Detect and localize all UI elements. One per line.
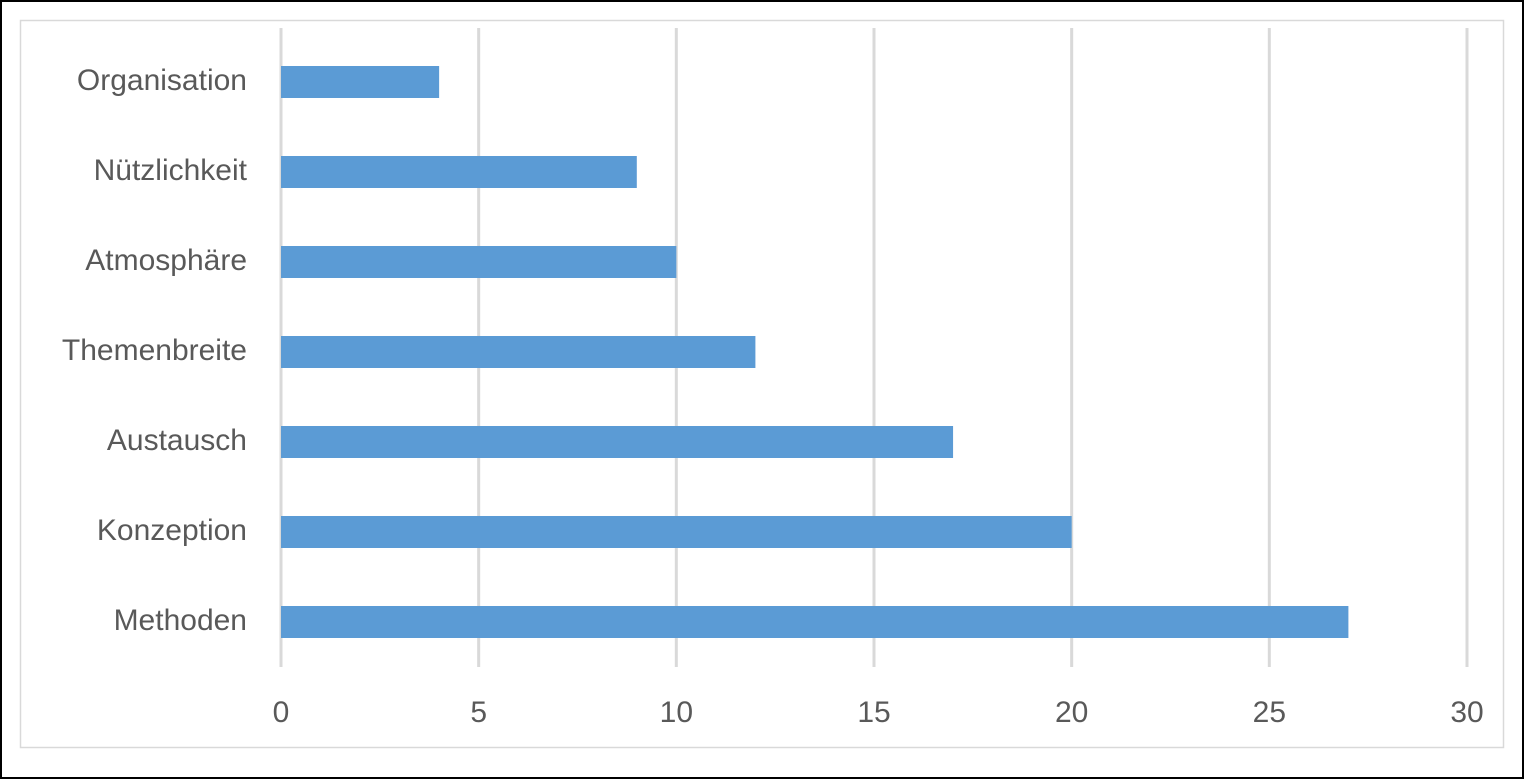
- x-tick-label: 10: [660, 696, 693, 729]
- bar: [281, 516, 1072, 548]
- chart-area-border: [19, 19, 1505, 749]
- y-tick-label: Themenbreite: [62, 334, 247, 367]
- y-tick-label: Nützlichkeit: [94, 154, 248, 187]
- y-tick-label: Methoden: [114, 604, 247, 637]
- x-tick-label: 20: [1055, 696, 1088, 729]
- y-tick-label: Austausch: [107, 424, 247, 457]
- bar: [281, 66, 440, 98]
- bar: [281, 156, 637, 188]
- x-tick-label: 15: [857, 696, 890, 729]
- bar: [281, 606, 1349, 638]
- y-tick-label: Organisation: [77, 64, 247, 97]
- bar: [281, 246, 677, 278]
- y-tick-label: Atmosphäre: [85, 244, 247, 277]
- bar: [281, 426, 954, 458]
- x-tick-label: 25: [1253, 696, 1286, 729]
- x-tick-label: 0: [273, 696, 290, 729]
- x-tick-label: 5: [470, 696, 487, 729]
- y-tick-label: Konzeption: [97, 514, 247, 547]
- x-tick-label: 30: [1450, 696, 1483, 729]
- bar: [281, 336, 756, 368]
